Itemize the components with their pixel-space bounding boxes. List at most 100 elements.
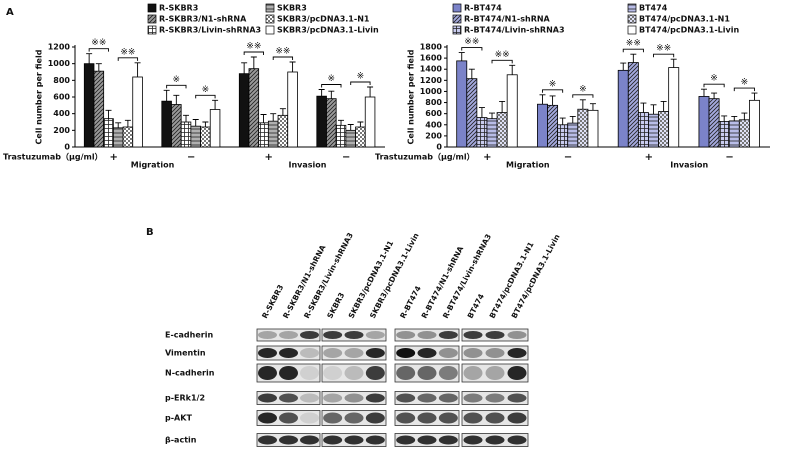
significance-bracket [166,84,187,89]
bar [698,96,710,148]
blot-band [279,435,298,445]
error-bar [731,115,738,121]
error-bar [202,121,209,127]
error-bar [630,53,637,63]
legend-label: SKBR3/pcDNA3.1-Livin [277,26,379,35]
significance-mark: ※※ [656,44,671,54]
bar [277,114,289,148]
blot-band [323,366,343,380]
significance-mark: ※ [173,75,181,85]
significance-mark: ※ [202,85,210,95]
error-bar [338,119,345,126]
group-label: Invasion [670,161,708,170]
bar [658,111,670,148]
error-bar [589,103,596,111]
error-bar [569,115,576,124]
legend-label: BT474/pcDNA3.1-Livin [639,26,739,35]
bar [248,68,260,148]
error-bar [741,112,748,120]
error-bar [289,61,296,72]
bar [335,124,347,148]
bar [496,112,508,148]
blot-band [396,412,416,424]
error-bar [700,88,707,97]
legend-label: R-SKBR3/N1-shRNA [159,15,247,24]
error-bar [163,89,170,102]
blot-band [344,435,364,445]
bar [345,129,356,148]
x-tick-label: − [564,152,572,163]
y-tick-label: 0 [64,143,70,152]
error-bar [183,114,190,122]
blot-band [258,331,277,339]
bar [238,73,250,148]
panel-label: A [6,7,14,18]
error-bar [279,108,286,116]
significance-bracket [350,81,371,85]
bar [466,78,478,148]
blot-band [323,412,343,424]
blot-band [463,393,483,403]
protein-label: Vimentin [165,349,206,358]
bar [132,76,143,148]
blot-band [279,348,298,358]
blot-band [463,331,483,339]
legend-swatch [265,3,275,13]
x-tick-label: + [110,152,118,163]
error-bar [86,53,93,64]
group-label: Migration [131,161,175,170]
bar [112,127,124,148]
blot-band [485,366,505,380]
blot-band [463,348,483,358]
blot-band [507,435,527,445]
legend-swatch [627,14,637,24]
bar [718,121,730,148]
legend-label: R-BT474/Livin-shRNA3 [464,26,565,35]
error-bar [670,58,677,68]
error-bar [509,64,516,75]
bar [627,62,639,148]
significance-mark: ※※ [275,47,290,57]
y-axis-label: Cell number per field [35,49,44,144]
legend-label: R-BT474 [464,4,502,13]
significance-bracket [733,87,755,92]
bar [326,98,337,148]
significance-mark: ※※ [495,50,510,60]
legend-swatch [452,3,462,13]
blot-band [300,331,319,339]
error-bar [721,115,728,122]
bar [506,74,518,148]
bar [738,119,750,148]
blot-band [396,331,416,339]
group-label: Invasion [289,161,327,170]
blot-band [485,331,505,339]
group-label: Migration [506,161,550,170]
bar [93,70,105,148]
blot-band [507,412,527,424]
blot-band [323,331,343,339]
blot-band [258,412,277,424]
significance-mark: ※※ [246,42,261,52]
bar [668,67,680,148]
blot-band [365,348,385,358]
bar [190,125,201,148]
blot-band [417,366,437,380]
significance-mark: ※ [579,84,587,94]
error-bar [173,94,180,105]
legend-label: BT474 [639,4,668,13]
blot-band [279,393,298,403]
bar [287,71,298,148]
legend-swatch [147,14,157,24]
error-bar [478,107,485,118]
error-bar [347,124,354,131]
legend-swatch [265,14,275,24]
blot-band [438,412,458,424]
bar [180,121,192,148]
x-tick-label: − [342,152,350,163]
blot-band [300,348,319,358]
blot-band [463,366,483,380]
y-tick-label: 400 [425,120,442,129]
error-bar [711,92,718,99]
blot-band [258,393,277,403]
error-bar [640,102,647,113]
